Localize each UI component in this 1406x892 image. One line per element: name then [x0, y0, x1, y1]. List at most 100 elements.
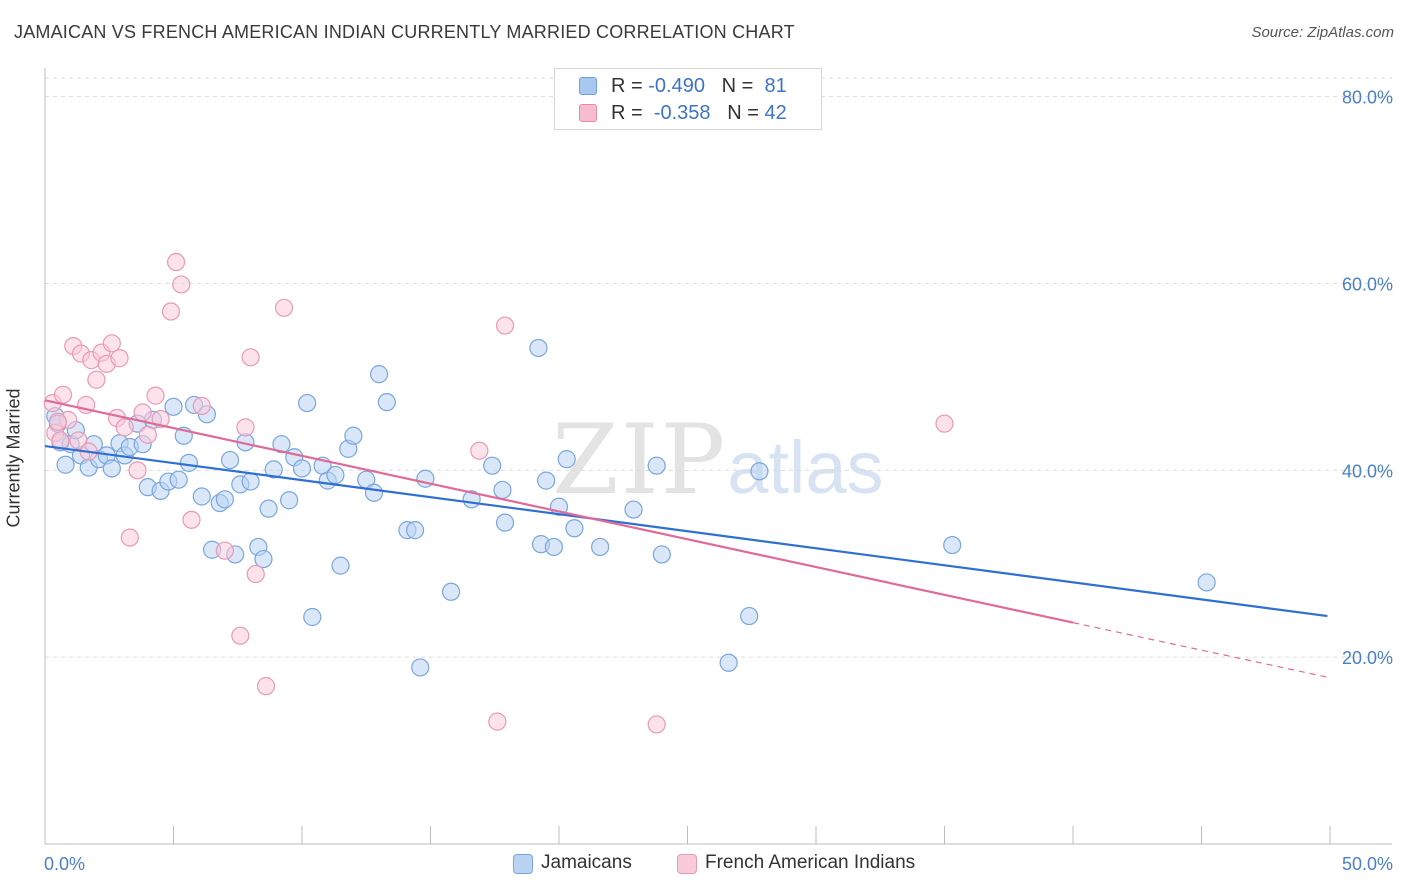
point-jamaicans	[652, 545, 671, 564]
r-label: R =	[611, 75, 649, 97]
stats-box: R = -0.490 N = 81 R = -0.358 N = 42	[554, 68, 822, 130]
point-jamaicans	[740, 606, 759, 626]
point-french-american-indians	[102, 334, 121, 353]
point-jamaicans	[591, 537, 610, 557]
point-jamaicans	[192, 487, 211, 506]
point-french-american-indians	[488, 712, 507, 731]
n-value: 42	[764, 102, 787, 124]
data-points	[43, 252, 1216, 734]
point-jamaicans	[169, 470, 188, 489]
point-french-american-indians	[115, 418, 134, 437]
n-label: N =	[727, 102, 765, 124]
point-jamaicans	[56, 455, 75, 474]
point-french-american-indians	[215, 541, 234, 560]
point-french-american-indians	[53, 385, 73, 404]
stats-swatch-french-american-indians	[579, 104, 597, 122]
point-jamaicans	[647, 456, 666, 475]
point-jamaicans	[750, 462, 769, 481]
point-jamaicans	[292, 459, 312, 478]
n-value: 81	[764, 75, 787, 97]
x-tick-label: 50.0%	[1342, 854, 1393, 874]
point-jamaicans	[303, 607, 322, 627]
point-french-american-indians	[146, 386, 165, 405]
point-jamaicans	[495, 513, 515, 532]
point-french-american-indians	[192, 396, 211, 415]
point-jamaicans	[719, 653, 738, 672]
trend-lines	[44, 399, 1331, 679]
axes	[44, 68, 1392, 845]
point-french-american-indians	[172, 275, 191, 294]
y-tick-label: 80.0%	[1342, 88, 1393, 108]
point-french-american-indians	[495, 316, 515, 335]
point-french-american-indians	[128, 461, 147, 480]
point-french-american-indians	[647, 715, 666, 734]
point-jamaicans	[411, 658, 430, 677]
point-jamaicans	[943, 535, 962, 555]
point-jamaicans	[164, 397, 183, 416]
point-jamaicans	[565, 519, 584, 538]
point-jamaicans	[241, 472, 260, 491]
n-label: N =	[721, 75, 759, 97]
point-french-american-indians	[935, 414, 954, 433]
stats-text-jamaicans: R = -0.490 N = 81	[611, 75, 787, 98]
watermark-zip: ZIP	[552, 404, 728, 516]
point-french-american-indians	[138, 425, 157, 444]
point-french-american-indians	[182, 510, 201, 529]
point-french-american-indians	[241, 348, 260, 367]
gridlines	[45, 77, 1392, 658]
point-french-american-indians	[69, 431, 88, 450]
legend-label-jamaicans: Jamaicans	[541, 852, 632, 873]
point-french-american-indians	[161, 302, 181, 321]
chart-title: JAMAICAN VS FRENCH AMERICAN INDIAN CURRE…	[14, 22, 795, 42]
y-tick-label: 60.0%	[1342, 275, 1393, 295]
point-french-american-indians	[110, 349, 129, 368]
legend: Jamaicans French American Indians	[0, 852, 1406, 878]
point-jamaicans	[441, 582, 461, 601]
point-french-american-indians	[166, 252, 186, 272]
point-french-american-indians	[470, 441, 489, 460]
legend-swatch-jamaicans	[513, 854, 533, 874]
point-jamaicans	[254, 549, 273, 569]
point-jamaicans	[259, 499, 278, 518]
point-french-american-indians	[256, 677, 276, 696]
point-french-american-indians	[133, 403, 152, 422]
legend-label-french-american-indians: French American Indians	[705, 852, 916, 873]
point-french-american-indians	[151, 409, 170, 429]
point-jamaicans	[483, 456, 502, 475]
r-value: -0.490	[648, 75, 705, 97]
point-jamaicans	[280, 491, 299, 510]
point-jamaicans	[326, 465, 345, 485]
trend-line-french-american-indians	[44, 399, 1074, 624]
point-jamaicans	[364, 483, 384, 502]
point-french-american-indians	[48, 412, 67, 431]
r-value: -0.358	[653, 102, 711, 124]
y-tick-label: 20.0%	[1342, 648, 1393, 668]
point-french-american-indians	[120, 528, 139, 547]
r-label: R =	[611, 102, 649, 124]
point-jamaicans	[537, 471, 556, 490]
stats-swatch-jamaicans	[579, 77, 597, 95]
point-jamaicans	[215, 490, 234, 509]
point-jamaicans	[272, 435, 291, 454]
legend-swatch-french-american-indians	[677, 854, 697, 874]
stats-text-french-american-indians: R = -0.358 N = 42	[611, 102, 787, 125]
point-french-american-indians	[246, 564, 265, 584]
point-jamaicans	[179, 453, 199, 472]
trend-line-jamaicans	[44, 444, 1328, 618]
point-jamaicans	[544, 537, 563, 557]
point-french-american-indians	[274, 298, 294, 317]
point-jamaicans	[344, 426, 363, 445]
y-axis-label: Currently Married	[3, 388, 24, 528]
point-jamaicans	[493, 480, 512, 500]
point-jamaicans	[377, 393, 396, 412]
point-jamaicans	[298, 393, 317, 413]
point-jamaicans	[331, 556, 350, 575]
tick-labels: 20.0% 40.0% 60.0% 80.0% 0.0% 50.0%	[44, 88, 1393, 874]
watermark: ZIPatlas	[552, 404, 884, 516]
chart-source: Source: ZipAtlas.com	[1251, 24, 1394, 41]
y-tick-label: 40.0%	[1342, 461, 1393, 481]
point-french-american-indians	[236, 418, 255, 437]
point-jamaicans	[624, 500, 643, 519]
point-jamaicans	[220, 450, 240, 470]
